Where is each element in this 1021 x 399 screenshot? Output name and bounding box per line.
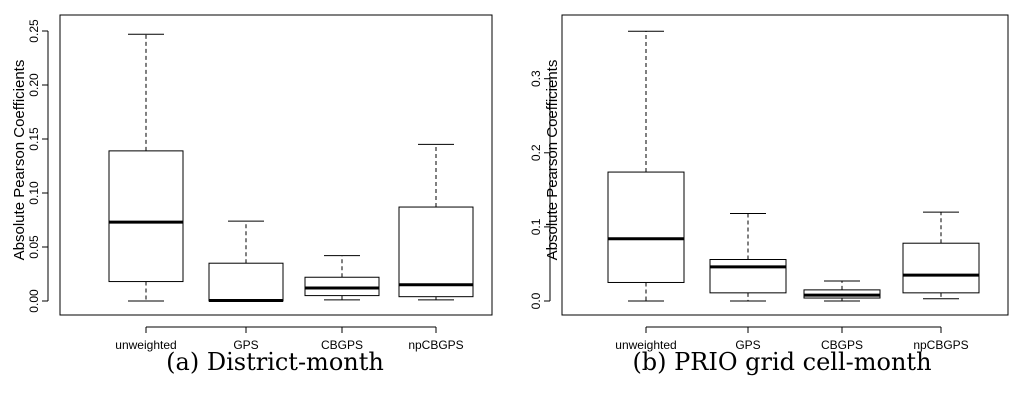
x-tick-label: CBGPS <box>321 338 363 352</box>
y-axis-label: Absolute Pearson Coefficients <box>11 60 28 261</box>
y-tick-label: 0.00 <box>27 289 41 313</box>
figure-caption: (b) PRIO grid cell-month <box>632 348 931 376</box>
box-CBGPS <box>304 276 380 297</box>
x-tick-label: npCBGPS <box>408 338 463 352</box>
x-tick-label: GPS <box>233 338 258 352</box>
x-tick-label: CBGPS <box>821 338 863 352</box>
y-tick-label: 0.1 <box>529 218 543 235</box>
box-GPS <box>208 262 284 302</box>
y-tick-label: 0.25 <box>27 19 41 43</box>
y-tick-label: 0.15 <box>27 127 41 151</box>
y-tick-label: 0.3 <box>529 70 543 87</box>
y-tick-label: 0.20 <box>27 73 41 97</box>
y-tick-label: 0.0 <box>529 292 543 309</box>
chart-panel-a: 0.00 0.05 0.10 0.15 0.20 0.25 Absolute Pearson… <box>11 14 493 376</box>
y-axis-label: Absolute Pearson Coefficients <box>544 60 561 261</box>
figure-caption: (a) District-month <box>166 348 384 376</box>
box-npCBGPS <box>902 242 980 294</box>
chart-panel-b: 0.0 0.1 0.2 0.3 Absolute Pearson Coefficient… <box>529 14 1009 376</box>
box-unweighted <box>108 150 184 283</box>
x-tick-label: GPS <box>735 338 760 352</box>
plot-frame <box>59 14 493 316</box>
y-tick-label: 0.05 <box>27 235 41 259</box>
box-npCBGPS <box>398 206 474 298</box>
x-tick-label: unweighted <box>615 338 676 352</box>
box-unweighted <box>607 171 685 283</box>
x-tick-label: npCBGPS <box>913 338 968 352</box>
x-tick-label: unweighted <box>115 338 176 352</box>
plot-frame <box>561 14 1009 316</box>
y-tick-label: 0.10 <box>27 181 41 205</box>
y-tick-label: 0.2 <box>529 144 543 161</box>
box-GPS <box>709 259 787 294</box>
